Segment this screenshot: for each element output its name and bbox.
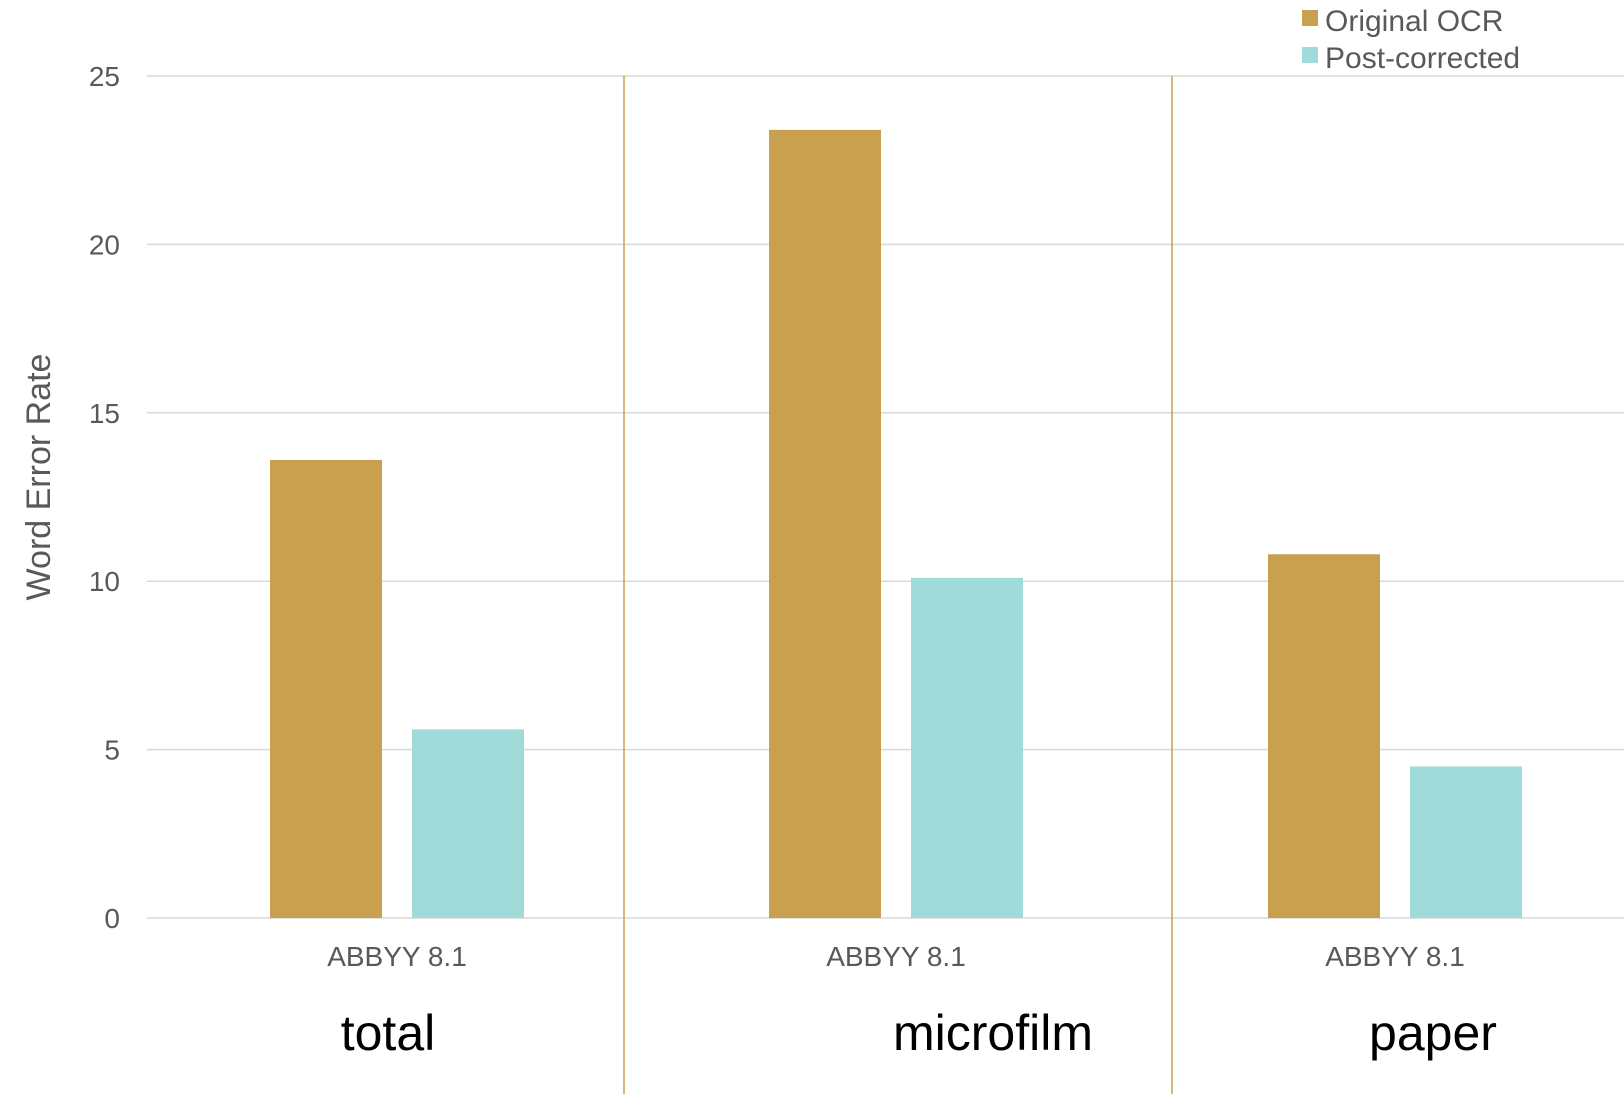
bars <box>270 129 1522 918</box>
y-tick-label: 25 <box>89 61 120 92</box>
y-axis-ticks: 0 5 10 15 20 25 <box>89 61 120 934</box>
legend-swatch <box>1302 10 1318 26</box>
group-separators <box>623 76 1173 1094</box>
bar-original-ocr-microfilm <box>769 129 881 918</box>
bar-original-ocr-paper <box>1268 554 1380 918</box>
y-tick-label: 10 <box>89 566 120 597</box>
y-tick-label: 0 <box>104 903 120 934</box>
y-axis-label: Word Error Rate <box>20 354 58 601</box>
y-tick-label: 5 <box>104 735 120 766</box>
bar-post-corrected-paper <box>1410 766 1522 918</box>
group-label-paper: paper <box>1369 1005 1497 1061</box>
x-axis-labels: ABBYY 8.1 total ABBYY 8.1 microfilm ABBYY 8.… <box>327 941 1497 1061</box>
legend: Original OCR Post-corrected <box>1302 5 1520 75</box>
legend-label: Post-corrected <box>1325 42 1520 75</box>
x-tick-label: ABBYY 8.1 <box>826 941 966 972</box>
x-tick-label: ABBYY 8.1 <box>1325 941 1465 972</box>
bar-post-corrected-total <box>412 729 524 918</box>
group-label-total: total <box>341 1005 436 1061</box>
legend-swatch <box>1302 47 1318 63</box>
y-tick-label: 15 <box>89 398 120 429</box>
bar-post-corrected-microfilm <box>911 577 1023 918</box>
y-tick-label: 20 <box>89 229 120 260</box>
group-label-microfilm: microfilm <box>893 1005 1093 1061</box>
bar-original-ocr-total <box>270 459 382 918</box>
legend-label: Original OCR <box>1325 5 1503 38</box>
x-tick-label: ABBYY 8.1 <box>327 941 467 972</box>
